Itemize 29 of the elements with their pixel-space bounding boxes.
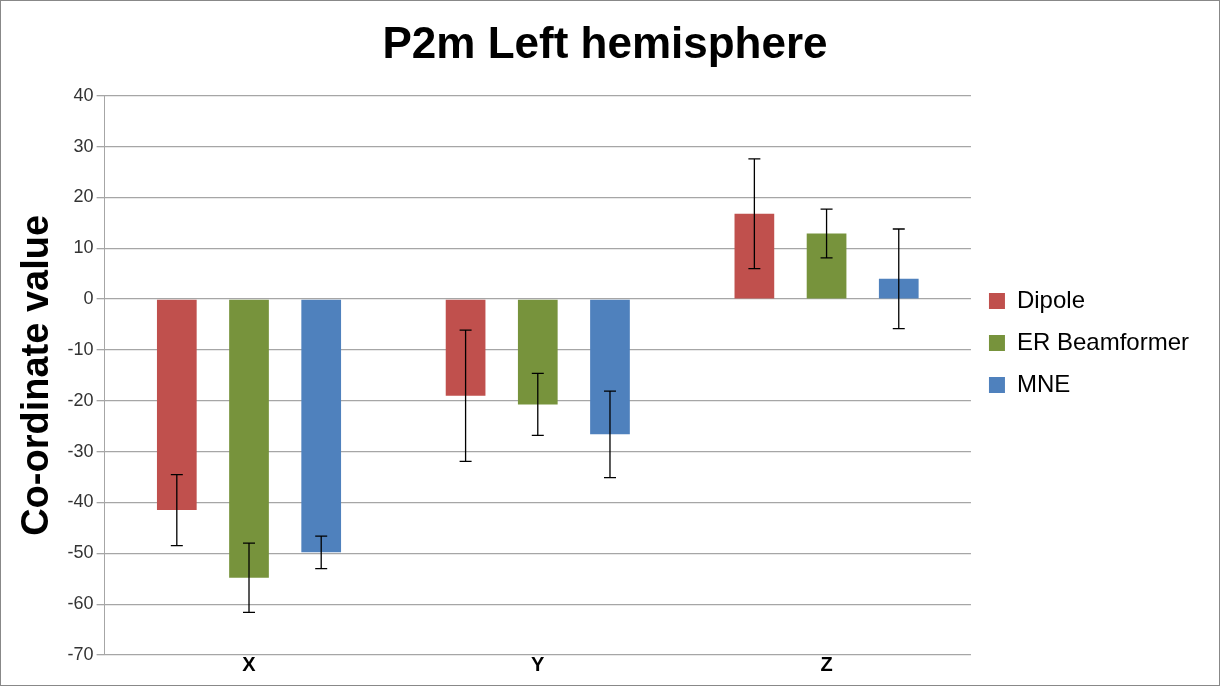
y-tick-label: -70 (67, 643, 94, 664)
y-tick-label: 30 (73, 135, 94, 156)
legend-label: ER Beamformer (1016, 327, 1190, 355)
bar (806, 233, 847, 299)
y-axis-title: Co-ordinate value (14, 214, 57, 536)
bar (301, 299, 342, 553)
y-tick-label: -30 (67, 440, 94, 461)
bar (878, 278, 919, 299)
x-tick-label: X (242, 652, 257, 675)
y-tick-label: -60 (67, 593, 94, 614)
x-tick-label: Z (820, 652, 833, 675)
chart-title: P2m Left hemisphere (382, 17, 828, 67)
y-tick-label: -20 (67, 389, 94, 410)
bar (734, 213, 775, 299)
y-tick-label: -50 (67, 542, 94, 563)
y-tick-label: 0 (83, 288, 94, 309)
y-tick-label: 20 (73, 186, 94, 207)
y-tick-label: 10 (73, 237, 94, 258)
bar (590, 299, 630, 435)
bar (156, 299, 197, 511)
y-tick-label: -10 (67, 338, 94, 359)
y-tick-label: -40 (67, 491, 94, 512)
bar (229, 299, 269, 578)
bar (445, 299, 486, 396)
legend-label: Dipole (1016, 285, 1085, 313)
x-tick-label: Y (531, 652, 546, 675)
y-tick-label: 40 (73, 84, 94, 105)
legend-label: MNE (1016, 369, 1071, 397)
bar (517, 299, 558, 405)
